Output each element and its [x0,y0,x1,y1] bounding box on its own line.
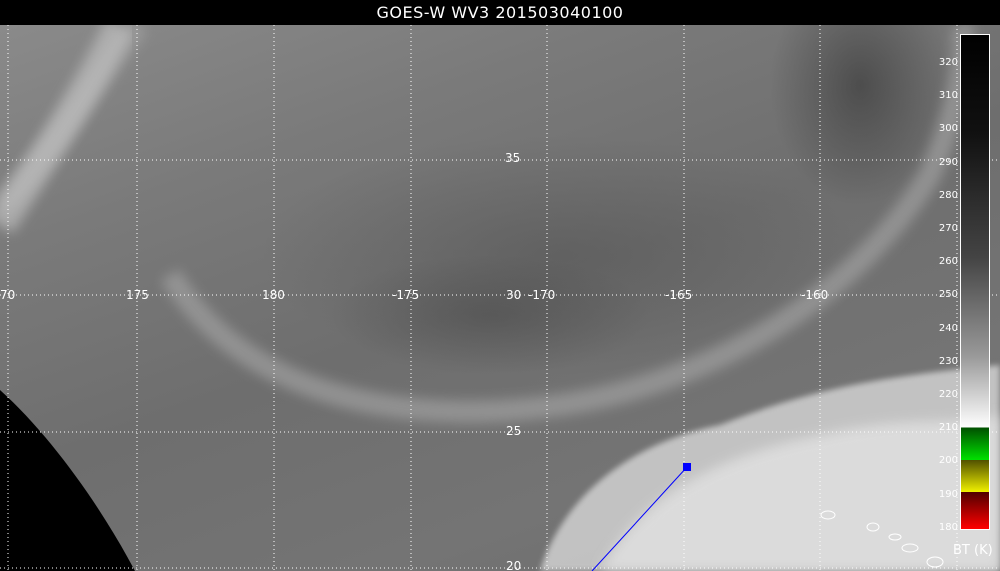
colorbar-tick: 260 [938,256,958,268]
earth-limb-space [0,390,135,571]
colorbar-tick: 210 [938,422,958,434]
moisture-band [0,25,975,423]
colorbar-tick: 240 [938,322,958,334]
water-vapor-image [0,25,1000,571]
lon-label-175: 175 [126,288,149,302]
lon-label-minus170: -170 [528,288,556,302]
colorbar [960,34,990,530]
lat-lon-grid [0,25,1000,571]
colorbar-tick: 310 [938,90,958,102]
colorbar-tick: 280 [938,189,958,201]
colorbar-tick: 190 [938,488,958,500]
colorbar-unit: BT (K) [953,543,993,558]
colorbar-tick: 180 [938,521,958,533]
track-marker[interactable] [683,463,691,471]
colorbar-tick: 220 [938,389,958,400]
moisture-band-left [0,25,134,234]
colorbar-tick: 230 [938,355,958,367]
lat-label-20: 20 [506,559,522,571]
lon-label-minus175: -175 [392,288,420,302]
lat-label-25: 25 [506,424,522,438]
colorbar-tick: 290 [938,156,958,168]
colorbar-tick: 320 [938,57,958,68]
colorbar-tick: 250 [938,289,958,301]
colorbar-tick: 270 [938,223,958,234]
cloud-mass-bright [600,415,1000,571]
image-features [0,25,1000,571]
lon-label-minus165: -165 [665,288,693,302]
lat-label-35: 35 [505,151,521,165]
lon-label-180: 180 [262,288,285,302]
colorbar-tick: 200 [938,455,958,467]
track-line [591,466,688,571]
lon-label-minus160: -160 [801,288,829,302]
islands-coastline [820,510,944,568]
lat-label-30: 30 [506,288,522,302]
colorbar-tick: 300 [938,123,958,135]
image-title: GOES-W WV3 201503040100 [0,0,1000,25]
lon-label-170e: 70 [0,288,16,302]
